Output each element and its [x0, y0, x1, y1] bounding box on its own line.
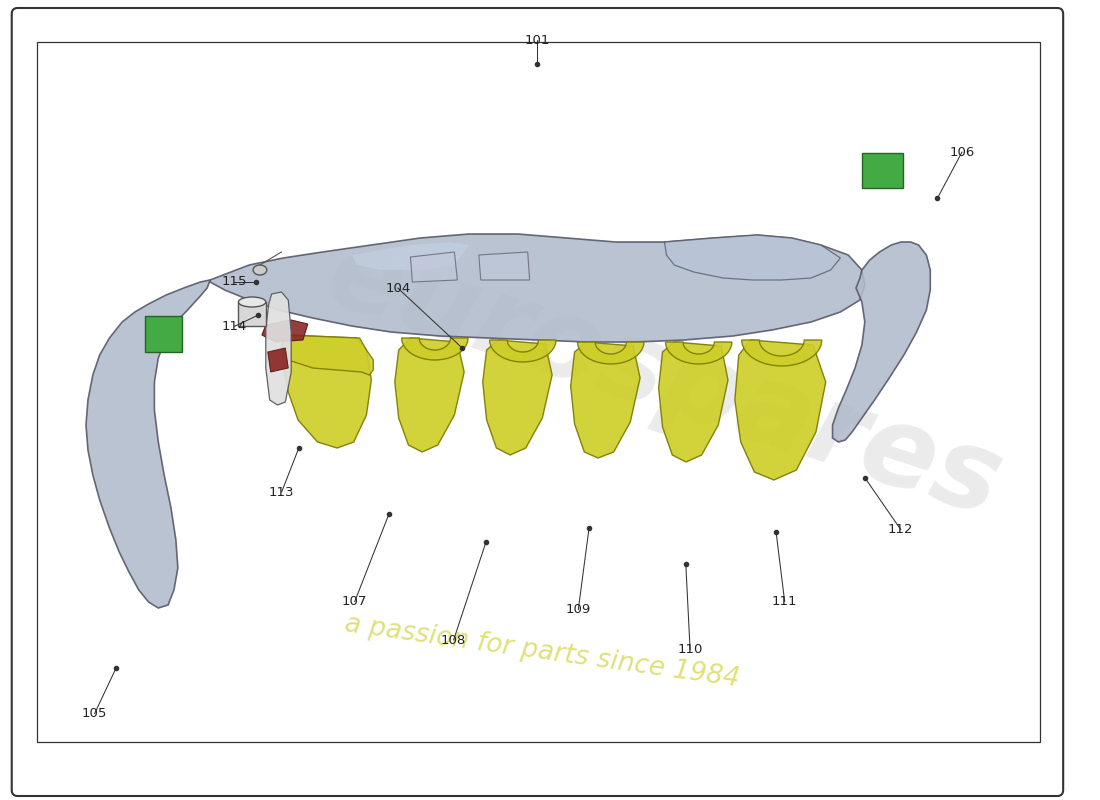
Polygon shape [86, 280, 210, 608]
Text: 109: 109 [565, 603, 591, 616]
Polygon shape [833, 242, 931, 442]
Polygon shape [664, 235, 840, 280]
Text: 107: 107 [342, 595, 367, 608]
Polygon shape [410, 252, 458, 282]
Text: 115: 115 [221, 275, 248, 288]
Polygon shape [262, 320, 308, 342]
Polygon shape [402, 338, 469, 360]
Ellipse shape [239, 297, 266, 307]
Polygon shape [735, 340, 826, 480]
Text: 110: 110 [678, 643, 703, 656]
Polygon shape [578, 342, 644, 364]
Polygon shape [490, 340, 556, 362]
Text: 113: 113 [268, 486, 295, 498]
Bar [144, 316, 182, 352]
Text: 105: 105 [81, 707, 108, 720]
Polygon shape [741, 340, 822, 366]
Polygon shape [284, 335, 372, 448]
Bar [239, 302, 266, 326]
Text: 114: 114 [221, 320, 248, 333]
Text: 108: 108 [441, 634, 466, 646]
Text: 104: 104 [385, 282, 410, 294]
Polygon shape [666, 342, 732, 364]
Polygon shape [659, 342, 728, 462]
Bar [862, 153, 903, 188]
Text: 106: 106 [949, 146, 975, 158]
Polygon shape [478, 252, 529, 280]
Text: 111: 111 [772, 595, 798, 608]
Polygon shape [267, 348, 288, 372]
Text: 112: 112 [888, 523, 913, 536]
Polygon shape [395, 338, 464, 452]
FancyBboxPatch shape [12, 8, 1064, 796]
Polygon shape [210, 234, 865, 342]
Polygon shape [282, 335, 373, 375]
Polygon shape [571, 342, 640, 458]
Polygon shape [266, 292, 292, 405]
Bar [37, 42, 1040, 742]
Text: eurospares: eurospares [314, 221, 1015, 539]
Text: a passion for parts since 1984: a passion for parts since 1984 [343, 611, 741, 693]
Text: 101: 101 [525, 34, 550, 46]
Ellipse shape [253, 265, 267, 275]
Polygon shape [483, 340, 552, 455]
Polygon shape [352, 242, 469, 270]
